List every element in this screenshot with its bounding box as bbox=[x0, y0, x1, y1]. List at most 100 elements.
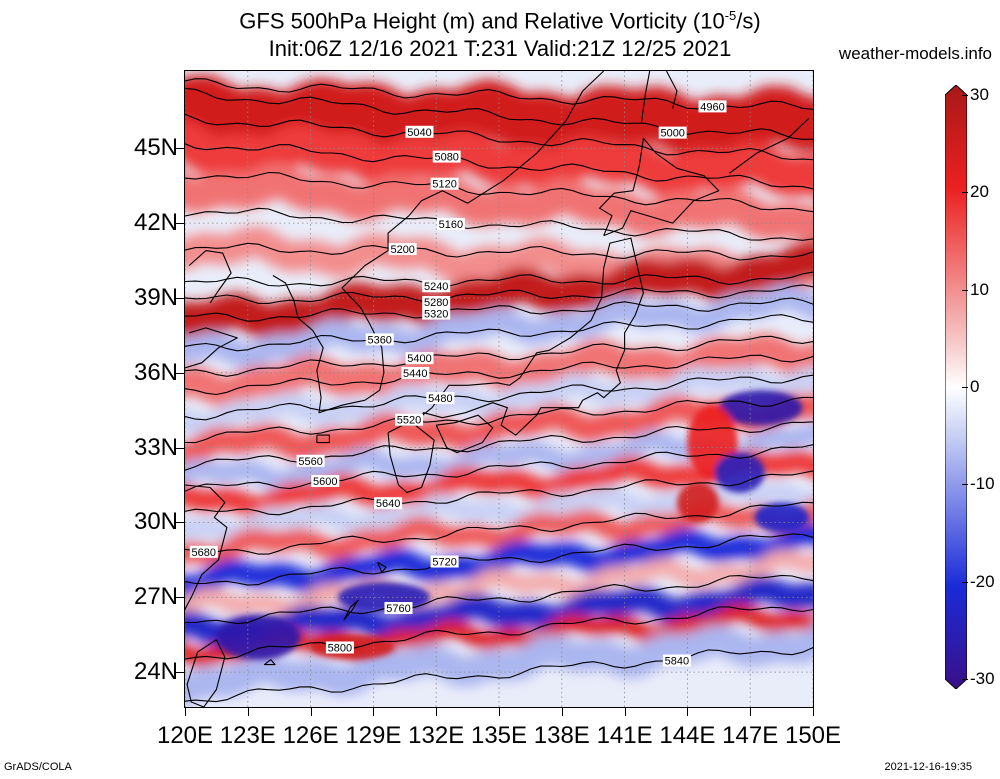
vorticity-cell bbox=[714, 452, 765, 493]
longitude-tick bbox=[624, 708, 626, 716]
latitude-label: 24N bbox=[133, 658, 178, 686]
contour-label: 5000 bbox=[660, 128, 684, 140]
contour-label: 5840 bbox=[665, 656, 689, 668]
height-contour bbox=[185, 501, 813, 555]
colorbar-tick bbox=[962, 679, 968, 680]
latitude-tick bbox=[176, 223, 184, 225]
contour-label: 5120 bbox=[432, 179, 456, 191]
contour-label: 5440 bbox=[403, 368, 427, 380]
longitude-tick bbox=[373, 708, 375, 716]
contour-label-bg bbox=[388, 243, 417, 256]
vorticity-cells bbox=[216, 390, 809, 660]
vorticity-band bbox=[185, 548, 813, 619]
contour-label-bg bbox=[405, 125, 434, 138]
longitude-label: 144E bbox=[659, 722, 716, 749]
contour-label-bg bbox=[422, 307, 451, 320]
height-contour bbox=[185, 354, 813, 396]
height-contour bbox=[185, 271, 813, 288]
contour-label: 5800 bbox=[328, 643, 352, 655]
contour-label-bg bbox=[401, 367, 430, 379]
height-contour bbox=[185, 470, 813, 516]
contour-label: 5200 bbox=[390, 244, 414, 256]
contour-label: 5240 bbox=[424, 281, 448, 293]
contour-label-bg bbox=[698, 100, 727, 113]
longitude-label: 132E bbox=[408, 722, 465, 749]
coastline bbox=[185, 327, 238, 369]
longitude-label: 138E bbox=[533, 722, 590, 749]
colorbar-tick bbox=[962, 289, 968, 291]
contour-label: 5360 bbox=[367, 334, 391, 346]
footer-timestamp: 2021-12-16-19:35 bbox=[884, 761, 972, 773]
contour-label: 5760 bbox=[386, 603, 410, 615]
height-contour bbox=[185, 207, 813, 241]
contour-label-bg bbox=[365, 333, 394, 346]
contour-label: 5600 bbox=[313, 476, 337, 488]
longitude-tick bbox=[247, 708, 249, 716]
coastline bbox=[640, 71, 651, 124]
contour-label-bg bbox=[189, 545, 218, 558]
colorbar-tick-label: 30 bbox=[970, 85, 989, 104]
contour-label: 5080 bbox=[434, 152, 458, 164]
contour-label: 5520 bbox=[397, 415, 421, 427]
longitude-label: 147E bbox=[722, 722, 779, 749]
longitude-label: 150E bbox=[784, 722, 842, 749]
map-title-line2: Init:06Z 12/16 2021 T:231 Valid:21Z 12/2… bbox=[268, 36, 732, 61]
height-contour bbox=[185, 113, 813, 161]
contour-label-bg bbox=[422, 280, 451, 293]
longitude-label: 123E bbox=[219, 722, 276, 749]
coastline bbox=[598, 137, 720, 237]
contour-label: 5160 bbox=[439, 219, 463, 231]
height-contour bbox=[185, 335, 813, 377]
longitude-label: 135E bbox=[470, 722, 528, 749]
longitude-tick bbox=[561, 708, 563, 716]
footer-software: GrADS/COLA bbox=[4, 761, 72, 773]
colorbar-tick-label: -20 bbox=[970, 571, 995, 591]
colorbar-tick-label: 20 bbox=[970, 182, 989, 202]
contour-label-bg bbox=[311, 475, 340, 487]
height-contour bbox=[185, 87, 813, 140]
longitude-label: 129E bbox=[345, 722, 402, 749]
contour-label-bg bbox=[374, 497, 403, 510]
longitude-label: 120E bbox=[156, 722, 214, 749]
coastline bbox=[188, 250, 232, 304]
latitude-tick bbox=[176, 672, 184, 674]
height-contour bbox=[185, 297, 813, 322]
latitude-label: 39N bbox=[133, 283, 178, 311]
contour-label: 5400 bbox=[407, 353, 431, 365]
contour-label-bg bbox=[395, 413, 423, 426]
longitude-tick bbox=[687, 708, 689, 716]
height-contours: 4960 5000 5040 5080 5120 5160 5200 5240 52805320… bbox=[185, 78, 813, 703]
height-contour bbox=[185, 374, 813, 421]
contour-label-bg bbox=[432, 150, 461, 163]
coastline bbox=[343, 599, 360, 621]
contour-label-bg bbox=[426, 392, 455, 405]
map-panel: 4960 5000 5040 5080 5120 5160 5200 5240 5280 5320… bbox=[184, 70, 814, 708]
latitude-tick bbox=[176, 522, 184, 524]
contour-label: 5680 bbox=[192, 547, 216, 559]
height-contour bbox=[185, 171, 813, 213]
coastline bbox=[316, 434, 330, 444]
longitude-tick bbox=[436, 708, 438, 716]
contour-label: 5640 bbox=[376, 498, 400, 510]
height-contour bbox=[185, 533, 813, 586]
coastline bbox=[377, 561, 387, 573]
coastline bbox=[185, 484, 228, 611]
height-contour bbox=[185, 242, 813, 261]
contour-label-bg bbox=[384, 602, 413, 614]
colorbar bbox=[944, 84, 968, 694]
contour-label: 5280 bbox=[424, 297, 448, 309]
latitude-label: 36N bbox=[133, 358, 178, 386]
latitude-tick bbox=[176, 297, 184, 299]
contour-label: 5560 bbox=[298, 456, 322, 468]
colorbar-tick-label: 10 bbox=[970, 279, 989, 299]
contour-label-bg bbox=[422, 296, 451, 308]
vorticity-band bbox=[185, 241, 813, 341]
coastline bbox=[263, 659, 276, 666]
site-credit: weather-models.info bbox=[838, 44, 992, 63]
vorticity-band bbox=[185, 624, 813, 706]
longitude-label: 126E bbox=[282, 722, 339, 749]
latitude-label: 42N bbox=[133, 209, 178, 237]
lat-lon-grid bbox=[185, 71, 813, 707]
latitude-tick bbox=[176, 148, 184, 150]
contour-label-bg bbox=[430, 555, 459, 568]
